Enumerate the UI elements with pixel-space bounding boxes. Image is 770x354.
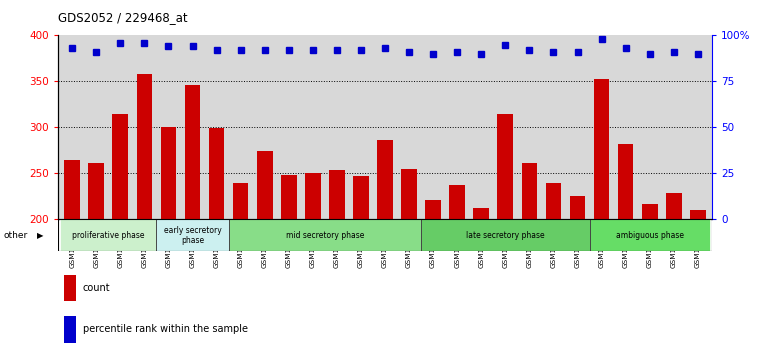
Bar — [65, 316, 76, 343]
Bar — [229, 219, 421, 251]
Bar — [642, 204, 658, 219]
Bar — [421, 219, 590, 251]
Bar — [60, 219, 156, 251]
Text: ambiguous phase: ambiguous phase — [616, 231, 684, 240]
Bar — [521, 163, 537, 219]
Bar — [425, 200, 441, 219]
Bar — [65, 160, 80, 219]
Bar — [136, 74, 152, 219]
Bar — [112, 114, 128, 219]
Bar — [546, 183, 561, 219]
Bar — [450, 184, 465, 219]
Bar — [281, 175, 296, 219]
Text: late secretory phase: late secretory phase — [466, 231, 544, 240]
Bar — [185, 85, 200, 219]
Bar — [570, 195, 585, 219]
Bar — [233, 183, 249, 219]
Bar — [690, 210, 705, 219]
Bar — [377, 140, 393, 219]
Text: proliferative phase: proliferative phase — [72, 231, 145, 240]
Text: percentile rank within the sample: percentile rank within the sample — [82, 324, 248, 334]
Text: ▶: ▶ — [37, 231, 43, 240]
Bar — [594, 79, 609, 219]
Text: GDS2052 / 229468_at: GDS2052 / 229468_at — [58, 11, 187, 24]
Bar — [353, 176, 369, 219]
Bar — [89, 163, 104, 219]
Text: mid secretory phase: mid secretory phase — [286, 231, 364, 240]
Text: other: other — [4, 231, 28, 240]
Text: early secretory
phase: early secretory phase — [163, 226, 222, 245]
Bar — [401, 169, 417, 219]
Bar — [329, 170, 345, 219]
Bar — [305, 173, 320, 219]
Bar — [497, 114, 513, 219]
Bar — [209, 129, 224, 219]
Bar — [161, 127, 176, 219]
Bar — [666, 193, 681, 219]
Bar — [474, 207, 489, 219]
Bar — [65, 275, 76, 301]
Text: count: count — [82, 283, 110, 293]
Bar — [156, 219, 229, 251]
Bar — [590, 219, 710, 251]
Bar — [257, 152, 273, 219]
Bar — [618, 144, 634, 219]
